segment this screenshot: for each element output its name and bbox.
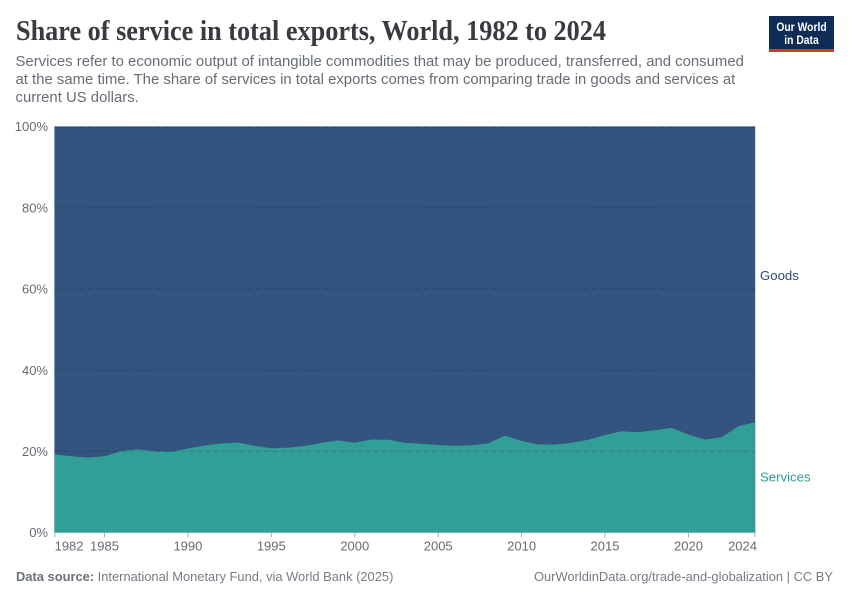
svg-text:40%: 40% [22, 363, 48, 378]
svg-text:2015: 2015 [591, 538, 620, 553]
svg-text:1985: 1985 [90, 538, 119, 553]
svg-text:1995: 1995 [257, 538, 286, 553]
svg-text:2020: 2020 [674, 538, 703, 553]
svg-text:20%: 20% [22, 444, 48, 459]
svg-text:60%: 60% [22, 282, 48, 297]
svg-text:2000: 2000 [340, 538, 369, 553]
svg-text:100%: 100% [15, 119, 49, 134]
svg-text:0%: 0% [29, 525, 48, 540]
svg-text:2005: 2005 [424, 538, 453, 553]
svg-text:2010: 2010 [507, 538, 536, 553]
svg-text:Services: Services [760, 470, 811, 485]
svg-text:1982: 1982 [55, 538, 84, 553]
svg-text:Goods: Goods [760, 268, 799, 283]
svg-text:80%: 80% [22, 200, 48, 215]
svg-text:1990: 1990 [173, 538, 202, 553]
svg-text:2024: 2024 [728, 538, 757, 553]
